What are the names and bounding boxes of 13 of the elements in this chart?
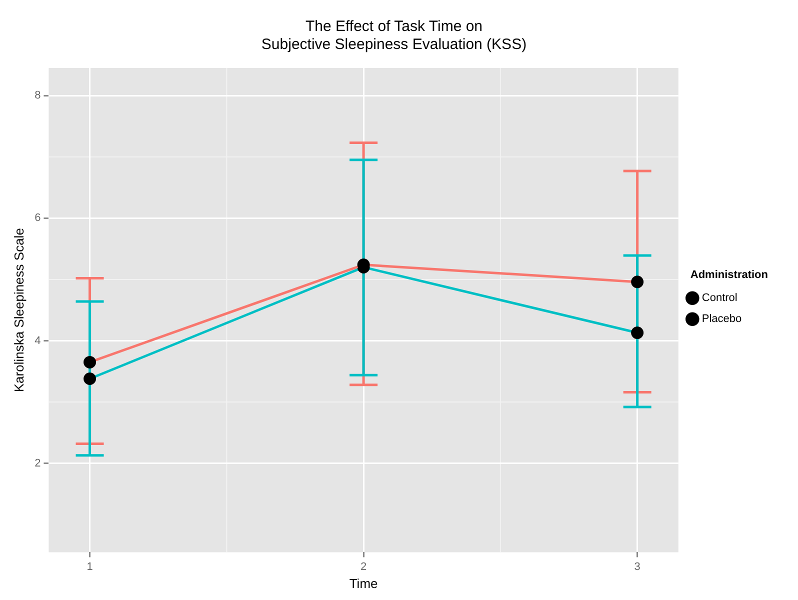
y-axis-title: Karolinska Sleepiness Scale (11, 228, 26, 392)
y-tick-label: 2 (34, 457, 41, 470)
legend-label: Placebo (702, 313, 742, 326)
x-tick-label: 3 (634, 560, 640, 573)
y-tick-label: 6 (34, 212, 41, 224)
x-axis-title: Time (349, 576, 378, 591)
x-tick-label: 1 (86, 560, 93, 573)
legend-title: Administration (690, 268, 768, 281)
y-tick-label: 8 (34, 90, 41, 102)
x-tick-label: 2 (360, 560, 367, 573)
legend-label: Control (702, 292, 738, 304)
chart-title: The Effect of Task Time on Subjective Sleepiness Evaluation (KSS) (261, 18, 527, 54)
y-tick-label: 4 (34, 334, 41, 347)
